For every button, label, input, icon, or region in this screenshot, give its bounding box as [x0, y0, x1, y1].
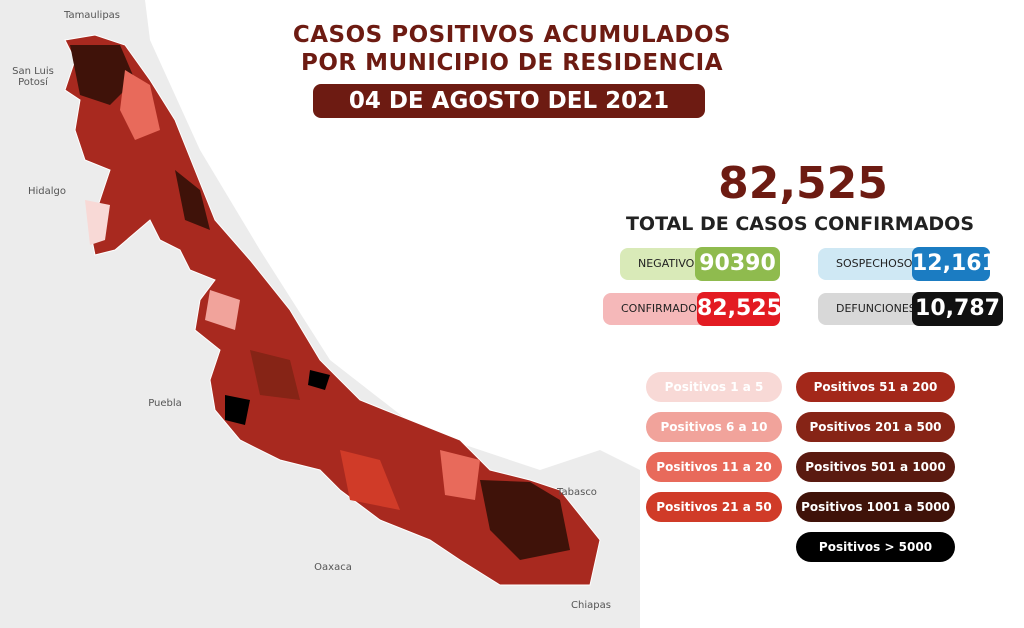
legend-item: Positivos 11 a 20 — [646, 452, 782, 482]
map-label: Tabasco — [557, 487, 597, 498]
legend-item: Positivos 21 a 50 — [646, 492, 782, 522]
region — [250, 350, 300, 400]
region — [225, 395, 250, 425]
legend-item: Positivos 501 a 1000 — [796, 452, 955, 482]
region — [480, 480, 570, 560]
stat-value: 90390 — [695, 247, 780, 281]
map-label: Puebla — [148, 398, 182, 409]
region — [205, 290, 240, 330]
map-label: San Luis Potosí — [12, 66, 54, 88]
region — [120, 70, 160, 140]
legend-item: Positivos 201 a 500 — [796, 412, 955, 442]
region — [175, 170, 210, 230]
total-value: 82,525 — [718, 158, 888, 209]
region — [440, 450, 480, 500]
stat-label: SOSPECHOSOS — [818, 248, 930, 280]
legend-item: Positivos 51 a 200 — [796, 372, 955, 402]
stat-value: 10,787 — [912, 292, 1003, 326]
legend-item: Positivos > 5000 — [796, 532, 955, 562]
stat-value: 12,161 — [912, 247, 997, 281]
total-label: TOTAL DE CASOS CONFIRMADOS — [625, 213, 975, 235]
map-label: Oaxaca — [314, 562, 352, 573]
stat-label: DEFUNCIONES — [818, 293, 930, 325]
stat-value: 82,525 — [697, 292, 782, 326]
legend-item: Positivos 1 a 5 — [646, 372, 782, 402]
region — [308, 370, 330, 390]
region — [70, 45, 135, 105]
date: 04 DE AGOSTO DEL 2021 — [313, 84, 705, 118]
legend-item: Positivos 1001 a 5000 — [796, 492, 955, 522]
stat-label: CONFIRMADOS — [603, 293, 715, 325]
region — [340, 450, 400, 510]
title: POR MUNICIPIO DE RESIDENCIA — [300, 50, 724, 76]
region — [85, 200, 110, 245]
map-label: Tamaulipas — [63, 10, 121, 21]
map-label: Chiapas — [571, 600, 611, 611]
legend-item: Positivos 6 a 10 — [646, 412, 782, 442]
map-label: Hidalgo — [27, 186, 67, 197]
title: CASOS POSITIVOS ACUMULADOS — [292, 22, 732, 48]
